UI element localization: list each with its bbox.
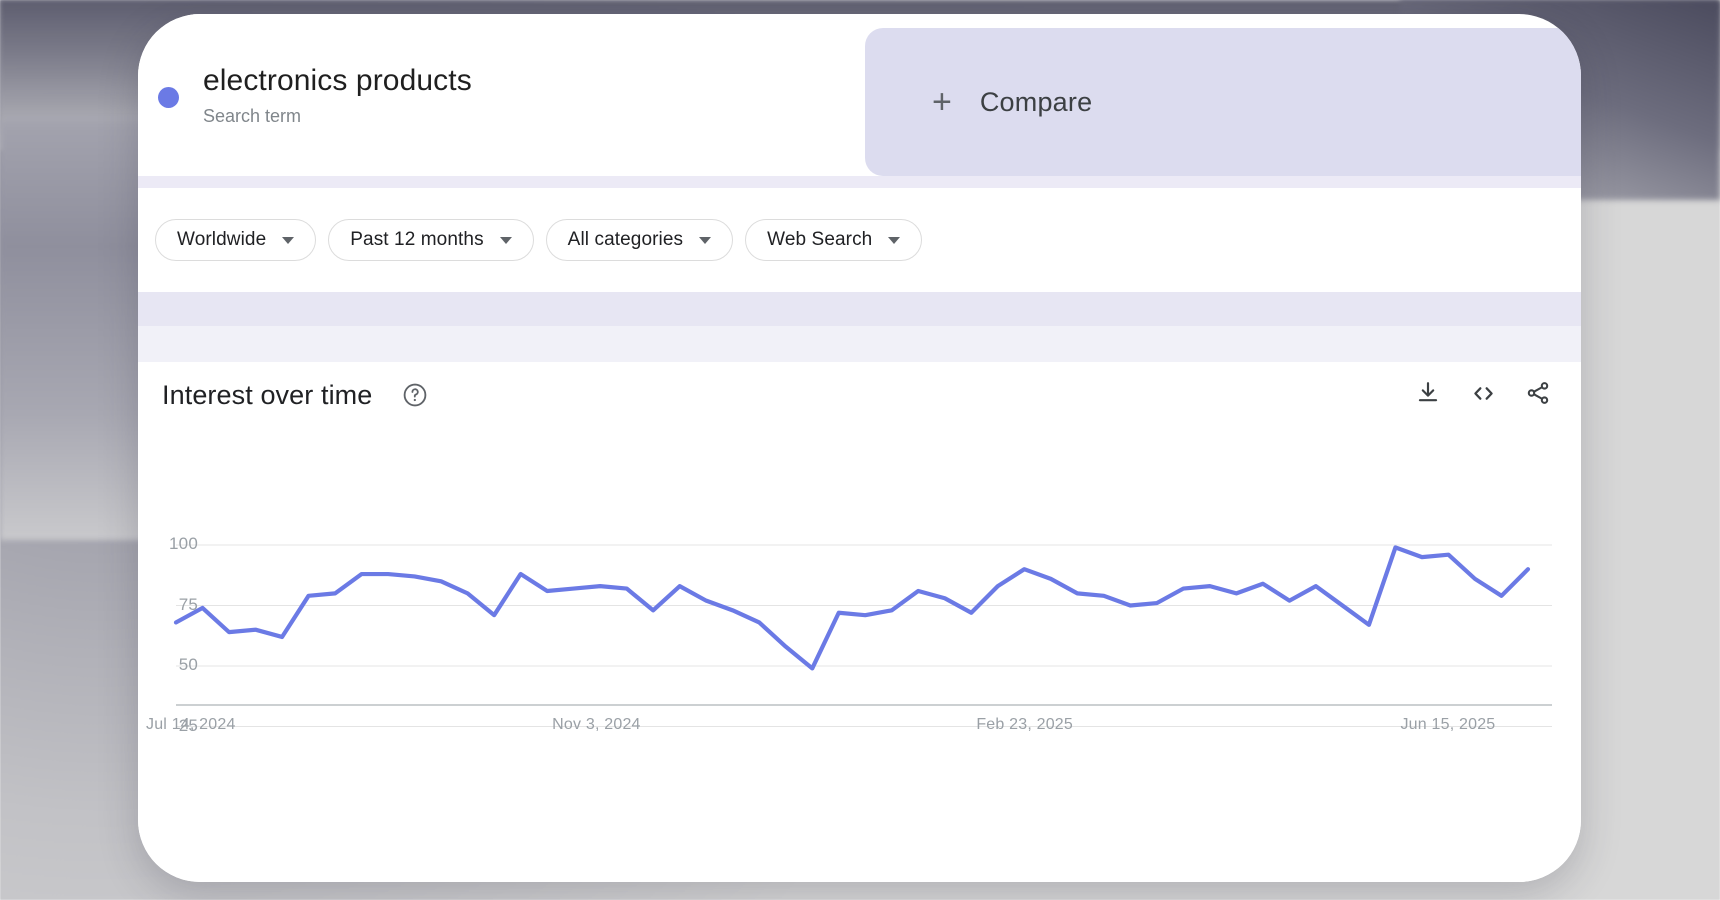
filter-time-range[interactable]: Past 12 months [328, 219, 534, 261]
chevron-down-icon [499, 236, 512, 244]
search-term-type: Search term [203, 106, 302, 126]
filter-category-label: All categories [567, 229, 684, 250]
plus-icon: + [932, 83, 952, 121]
filter-category[interactable]: All categories [545, 219, 734, 261]
x-axis-tick-3: Jun 15, 2025 [1400, 716, 1496, 733]
x-axis-tick-2: Feb 23, 2025 [976, 716, 1074, 733]
filter-search-type-label: Web Search [767, 229, 873, 250]
filter-location[interactable]: Worldwide [155, 219, 317, 261]
embed-code-icon[interactable] [1468, 378, 1498, 408]
x-axis-tick-1: Nov 3, 2024 [552, 716, 641, 733]
x-axis-tick-0: Jul 14, 2024 [146, 716, 236, 733]
interest-over-time-chart[interactable] [138, 434, 1581, 882]
help-circle-icon[interactable] [402, 382, 428, 408]
chart-plot-area: 100 75 50 25 Jul 14, 2024 Nov 3, 2024 Feb 23,… [138, 434, 1581, 882]
section-band-upper [138, 292, 1581, 326]
y-axis-tick-75: 75 [178, 594, 198, 614]
y-axis-tick-100: 100 [169, 534, 198, 553]
download-icon[interactable] [1413, 378, 1443, 408]
filter-location-label: Worldwide [177, 229, 267, 250]
search-term-title: electronics products [203, 64, 472, 97]
chart-header: Interest over time [138, 362, 1581, 434]
filter-time-range-label: Past 12 months [350, 229, 484, 250]
term-row-separator [138, 176, 1581, 188]
search-term-card[interactable]: electronics products Search term [138, 14, 855, 176]
chevron-down-icon [888, 236, 901, 244]
series-color-dot-icon [158, 86, 179, 108]
page-title: Interest over time [162, 380, 373, 410]
chevron-down-icon [282, 236, 295, 244]
filter-search-type[interactable]: Web Search [745, 219, 923, 261]
y-axis-tick-25: 25 [178, 715, 198, 735]
compare-label: Compare [979, 86, 1093, 117]
chart-actions [1413, 378, 1553, 408]
interest-over-time-panel: Interest over time [138, 362, 1581, 882]
search-term-row: electronics products Search term [138, 14, 1581, 176]
compare-button[interactable]: + Compare [865, 28, 1581, 176]
trends-card: electronics products Search term + Compa… [138, 14, 1581, 882]
filter-bar: Worldwide Past 12 months All categories … [138, 188, 1581, 292]
search-term-texts: electronics products Search term [203, 63, 472, 127]
y-axis-tick-50: 50 [178, 655, 198, 674]
section-band-lower [138, 326, 1581, 362]
chevron-down-icon [699, 236, 712, 244]
share-icon[interactable] [1523, 378, 1553, 408]
